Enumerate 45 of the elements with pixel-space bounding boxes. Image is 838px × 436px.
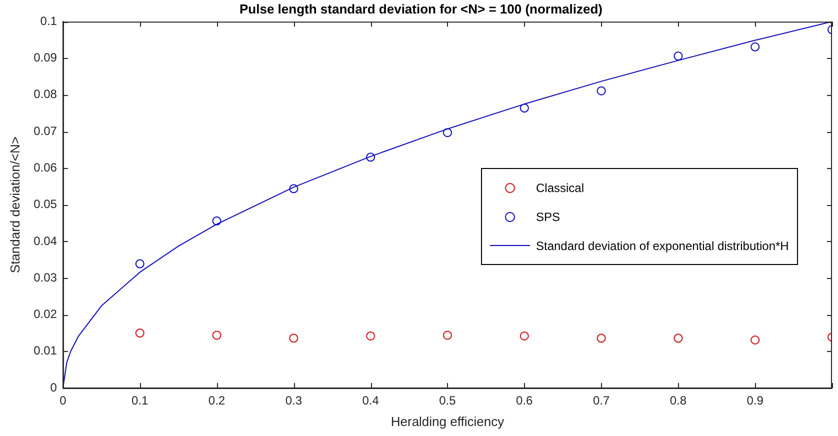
point [366,152,376,162]
point [750,336,760,344]
x-tick-label: 0.6 [516,394,534,408]
y-tick-label: 0.02 [34,307,58,322]
x-tick-label: 0.5 [439,394,456,408]
y-tick-label: 0.08 [34,87,58,102]
x-tick-label: 0.7 [592,394,610,408]
x-tick-label: 0 [60,394,67,408]
y-tick-label: 0.1 [40,14,58,28]
y-tick-label: 0.09 [34,50,58,65]
legend-label: SPS [536,210,560,224]
x-tick-label: 0.3 [285,394,302,408]
x-tick-label: 0.9 [746,394,764,408]
x-tick-label: 0.1 [132,394,149,408]
x-tick-label: 0.2 [208,394,226,408]
x-tick-label: 0.8 [670,394,687,408]
point [750,42,760,52]
point [366,331,376,340]
y-tick-label: 0.04 [34,234,58,248]
legend-label: Classical [536,180,584,195]
point [135,328,144,338]
point [596,86,606,96]
y-axis-title: Standard deviation/<N> [7,136,22,274]
point [135,259,144,268]
point [674,52,683,61]
y-tick-label: 0.07 [34,124,58,138]
y-tick-label: 0.03 [34,270,58,284]
y-tick-label: 0.05 [34,197,58,212]
point [520,331,529,340]
y-tick-label: 0.01 [34,344,58,358]
point [289,184,298,194]
chart-title: Pulse length standard deviation for <N> = 100 (normalized) [239,1,603,16]
y-tick-label: 0 [50,380,58,394]
point [442,330,452,340]
x-tick-label: 0.4 [362,394,380,408]
point [442,128,452,138]
x-axis-title: Heralding efficiency [390,414,505,429]
point [212,330,222,340]
y-tick-label: 0.06 [34,160,58,174]
point [674,334,683,343]
point [212,216,222,226]
point [289,334,298,343]
legend-label: Standard deviation of exponential distribution*H [536,238,789,253]
point [520,104,529,113]
point [596,334,606,343]
